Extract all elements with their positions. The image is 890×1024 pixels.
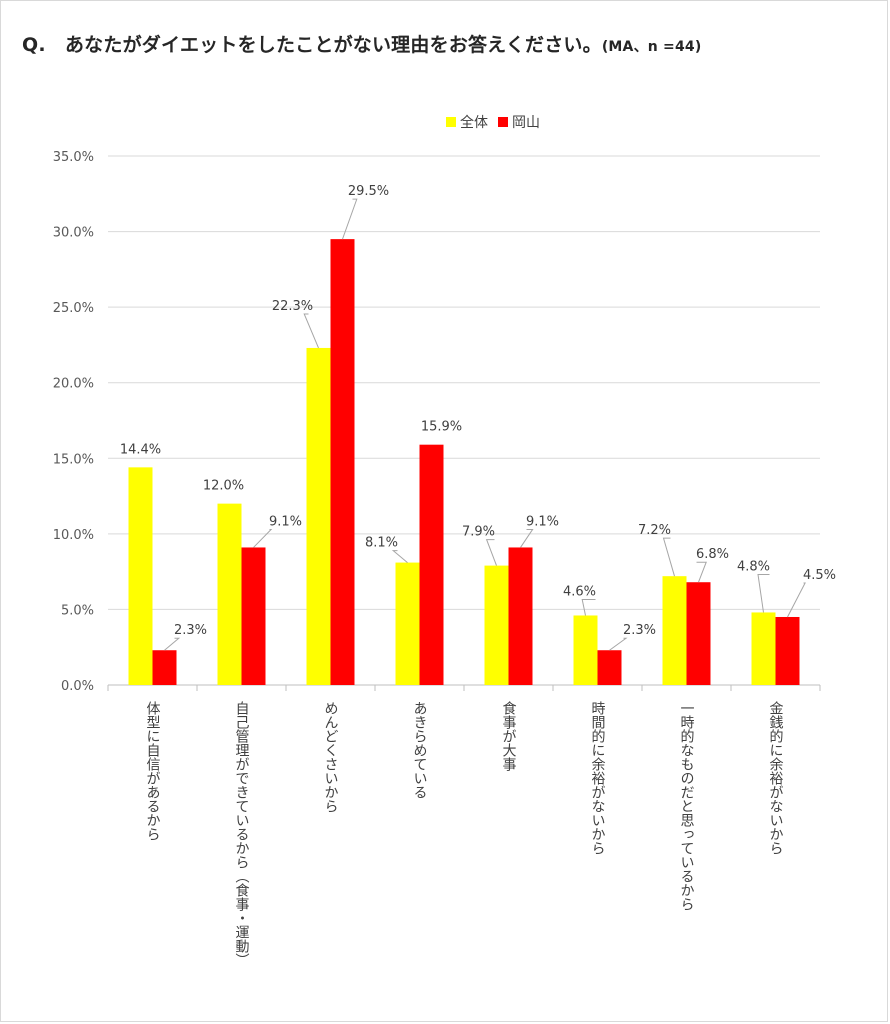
data-label: 9.1% (526, 514, 559, 529)
bar-all (484, 565, 509, 685)
bar-okayama (330, 239, 355, 685)
data-label-leader (581, 598, 596, 616)
data-label-leader (253, 528, 273, 548)
legend-swatch-all (446, 117, 456, 127)
bar-okayama (508, 547, 533, 685)
data-label: 7.2% (638, 523, 671, 538)
category-label: 一時的なものだと思っているから (679, 701, 695, 911)
data-label-leader (391, 550, 408, 563)
category-label: あきらめている (412, 701, 428, 799)
data-label-leader (303, 313, 319, 349)
category-label: 体型に自信があるから (145, 701, 161, 841)
data-label: 15.9% (421, 420, 462, 435)
y-tick-label: 5.0% (61, 603, 94, 618)
y-tick-label: 25.0% (53, 301, 94, 316)
title-note: (MA、n =44) (601, 39, 702, 55)
data-label-leader (609, 637, 628, 651)
data-label-leader (485, 539, 497, 566)
data-label: 4.8% (737, 559, 770, 574)
legend-item-all: 全体 (446, 112, 488, 132)
data-label-leader (696, 561, 707, 583)
bar-all (128, 467, 153, 685)
data-label: 8.1% (365, 536, 398, 551)
bar-okayama (241, 547, 266, 685)
data-label-leader (787, 582, 806, 618)
legend-item-okayama: 岡山 (498, 112, 540, 132)
y-tick-label: 20.0% (53, 377, 94, 392)
y-tick-label: 0.0% (61, 679, 94, 694)
y-tick-label: 30.0% (53, 226, 94, 241)
data-label-leader (342, 198, 358, 240)
data-label-leader (757, 573, 770, 613)
bar-all (573, 615, 598, 685)
data-label: 29.5% (348, 184, 389, 199)
category-label: 食事が大事 (501, 700, 517, 771)
bar-okayama (686, 582, 711, 685)
legend: 全体 岡山 (446, 112, 540, 132)
title-question: Q. あなたがダイエットをしたことがない理由をお答えください。 (22, 34, 602, 56)
data-label: 14.4% (120, 442, 161, 457)
category-label: 時間的に余裕がないから (590, 701, 606, 855)
legend-swatch-okayama (498, 117, 508, 127)
bar-okayama (419, 444, 444, 685)
category-label: 金銭的に余裕がないから (768, 701, 784, 855)
data-label: 4.6% (563, 584, 596, 599)
chart-title: Q. あなたがダイエットをしたことがない理由をお答えください。(MA、n =44… (22, 30, 701, 57)
bar-all (751, 612, 776, 685)
bar-okayama (152, 650, 177, 685)
data-label: 2.3% (623, 623, 656, 638)
data-label: 9.1% (269, 514, 302, 529)
data-label: 2.3% (174, 623, 207, 638)
bar-okayama (597, 650, 622, 685)
bar-all (306, 347, 331, 685)
data-label-leader (164, 637, 181, 651)
data-label: 4.5% (803, 568, 836, 583)
data-label: 22.3% (272, 299, 313, 314)
y-tick-label: 15.0% (53, 452, 94, 467)
y-tick-label: 35.0% (53, 150, 94, 165)
category-label: 自己管理ができているから（食事・運動） (234, 701, 250, 967)
legend-label-all: 全体 (460, 115, 488, 131)
y-tick-label: 10.0% (53, 528, 94, 543)
bar-all (662, 576, 687, 685)
bar-all (395, 562, 420, 685)
bar-okayama (775, 616, 800, 685)
bar-all (217, 503, 242, 685)
legend-label-okayama: 岡山 (512, 115, 540, 131)
data-label-leader (520, 528, 534, 548)
category-label: めんどくさいから (323, 701, 339, 813)
data-label: 6.8% (696, 547, 729, 562)
data-label-leader (662, 537, 675, 577)
data-label: 12.0% (203, 479, 244, 494)
data-label: 7.9% (462, 525, 495, 540)
